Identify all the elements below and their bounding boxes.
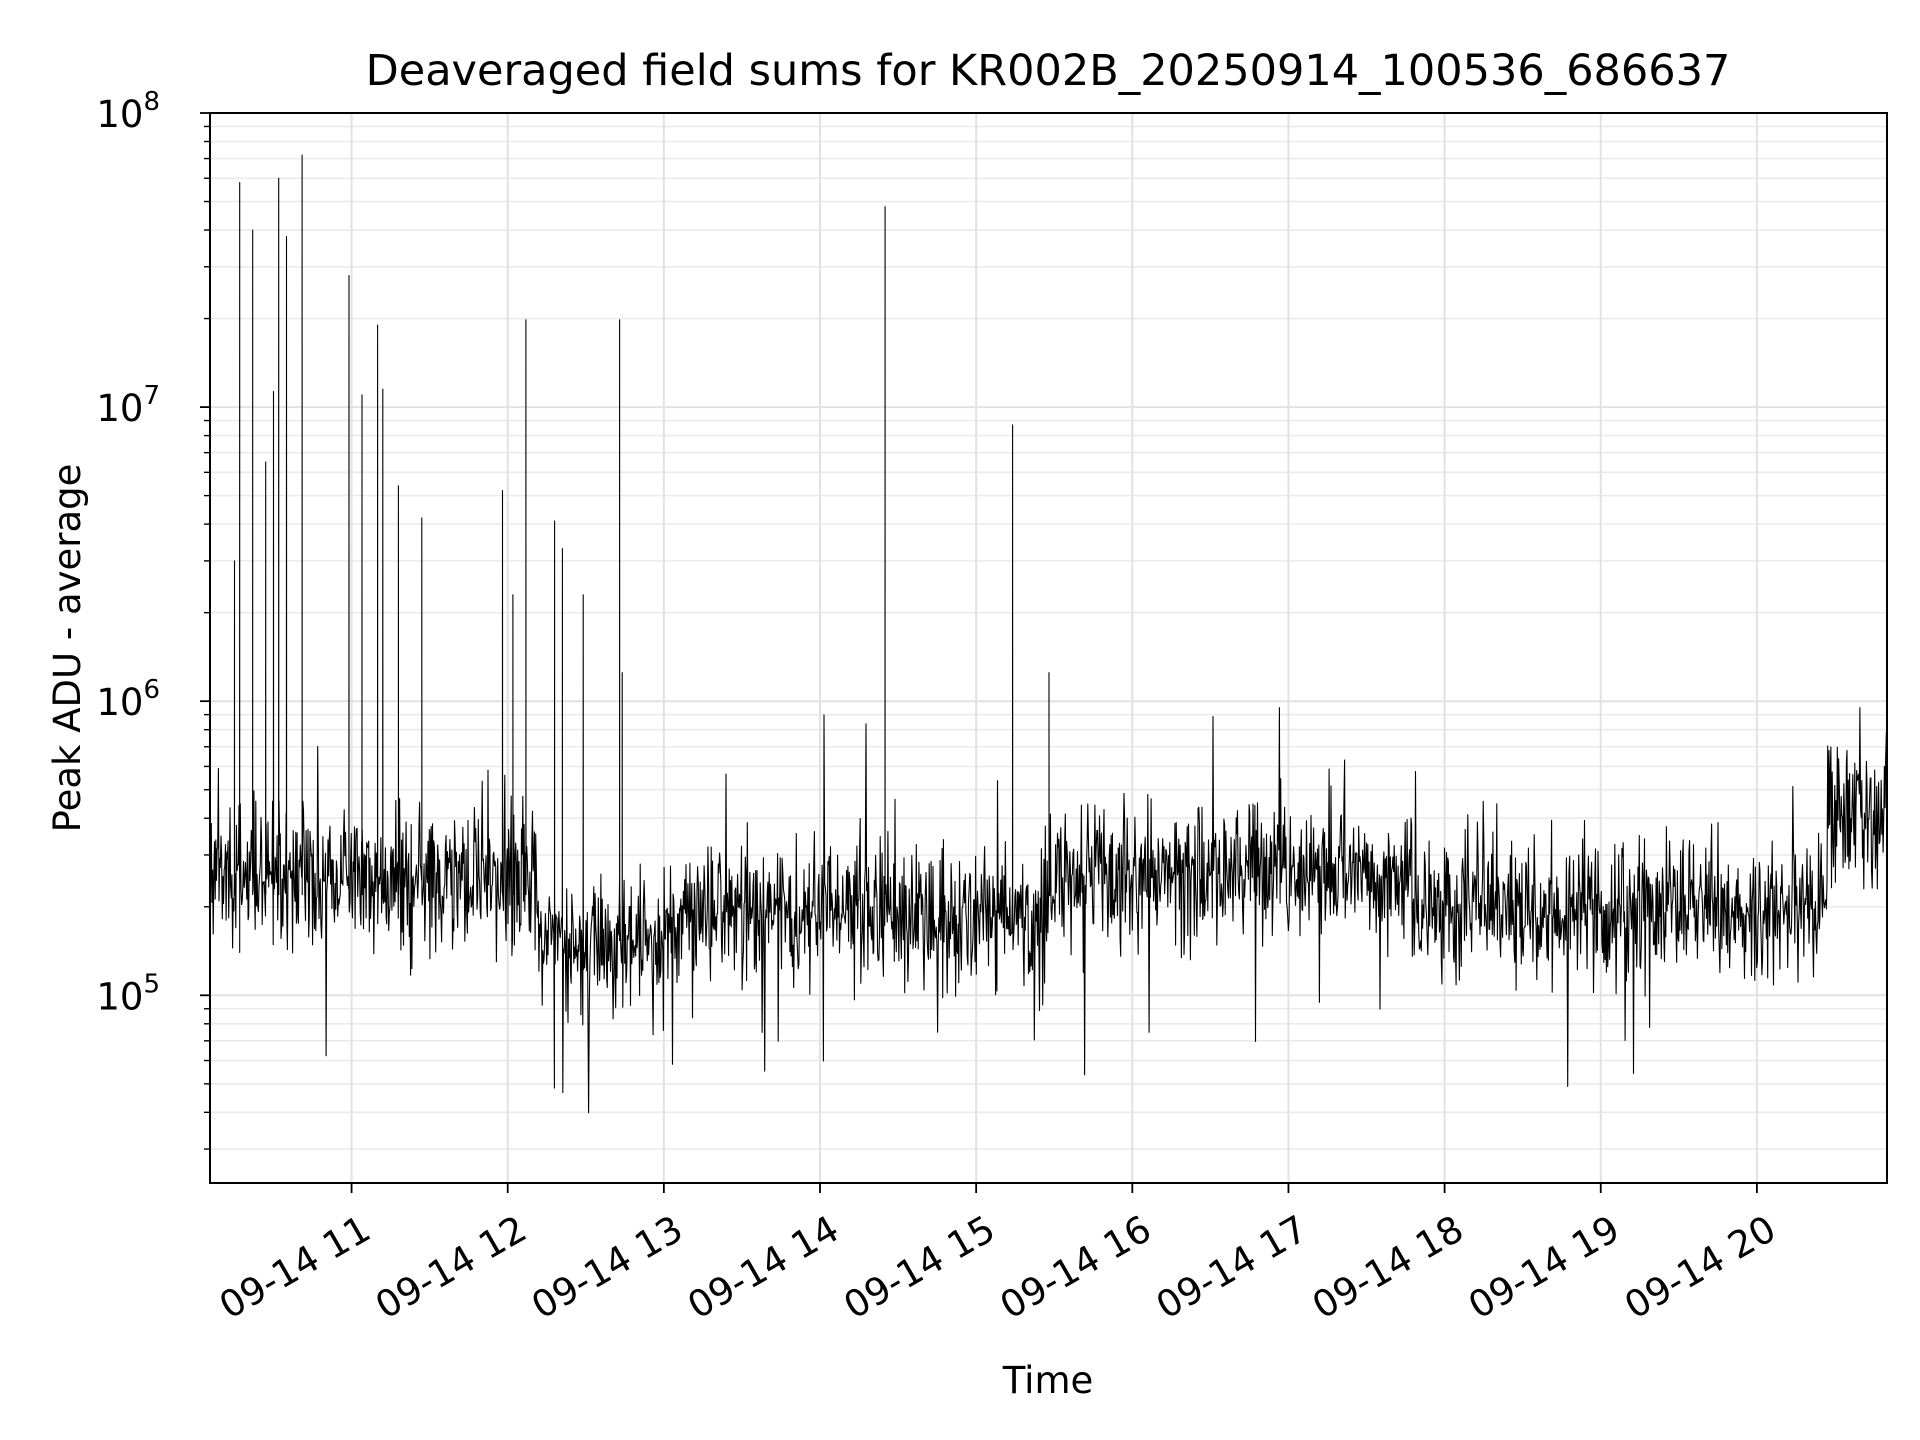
y-tick-base: 10 bbox=[96, 681, 143, 724]
x-tick-label: 09-14 17 bbox=[1149, 1207, 1315, 1327]
y-tick-label: 105 bbox=[96, 969, 160, 1018]
y-tick-exponent: 7 bbox=[143, 381, 160, 411]
x-axis-label: Time bbox=[1002, 1359, 1094, 1402]
y-axis-label: Peak ADU - average bbox=[46, 464, 89, 833]
y-tick-exponent: 8 bbox=[143, 87, 160, 117]
chart-title: Deaveraged field sums for KR002B_2025091… bbox=[366, 46, 1731, 96]
grid-lines bbox=[210, 112, 1887, 1183]
y-tick-exponent: 5 bbox=[143, 969, 160, 999]
x-tick-label: 09-14 15 bbox=[837, 1207, 1003, 1327]
x-tick-label: 09-14 11 bbox=[212, 1207, 378, 1327]
x-tick-label: 09-14 12 bbox=[368, 1207, 534, 1327]
x-tick-label: 09-14 18 bbox=[1305, 1207, 1471, 1327]
y-tick-label: 107 bbox=[96, 381, 160, 430]
plot-frame bbox=[209, 112, 1888, 1184]
y-tick-exponent: 6 bbox=[143, 675, 160, 705]
y-tick-base: 10 bbox=[96, 387, 143, 430]
series-line bbox=[209, 154, 1888, 1114]
x-tick-label: 09-14 13 bbox=[524, 1207, 690, 1327]
y-tick-base: 10 bbox=[96, 93, 143, 136]
x-tick-label: 09-14 19 bbox=[1461, 1207, 1627, 1327]
axis-ticks bbox=[200, 112, 1758, 1193]
y-tick-base: 10 bbox=[96, 975, 143, 1018]
x-tick-label: 09-14 14 bbox=[681, 1207, 847, 1327]
y-tick-label: 106 bbox=[96, 675, 160, 724]
y-tick-label: 108 bbox=[96, 87, 160, 136]
x-tick-label: 09-14 16 bbox=[993, 1207, 1159, 1327]
x-tick-label: 09-14 20 bbox=[1617, 1207, 1783, 1327]
